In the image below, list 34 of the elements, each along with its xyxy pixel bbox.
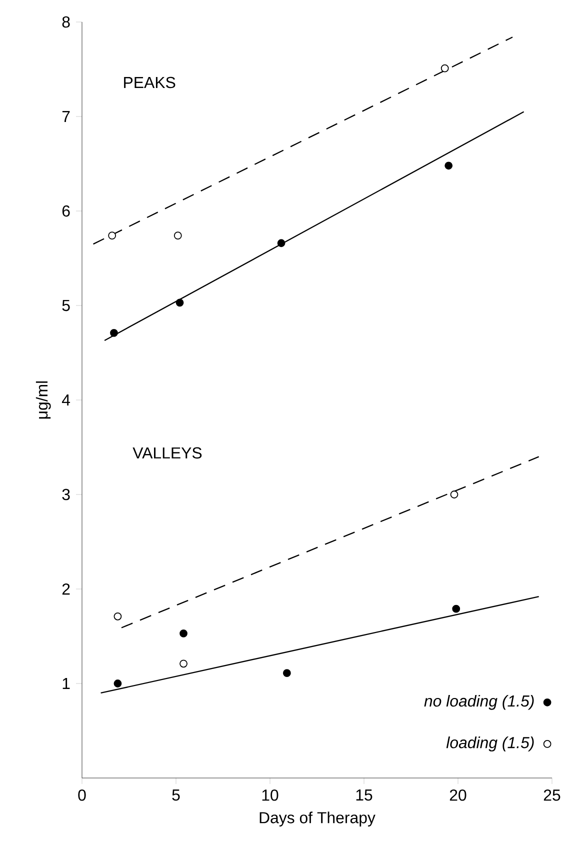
y-tick-label: 8 — [62, 16, 70, 28]
point — [179, 660, 188, 668]
point — [440, 64, 449, 72]
point — [452, 604, 460, 613]
x-tick-label: 0 — [78, 790, 86, 801]
point — [179, 629, 188, 638]
y-tick-label: 1 — [62, 678, 70, 689]
legend-label: no loading (1.5) — [424, 694, 534, 710]
y-tick-label: 6 — [62, 205, 70, 217]
x-tick-label: 15 — [356, 790, 372, 801]
point — [277, 239, 286, 248]
point — [114, 612, 122, 620]
point — [450, 490, 458, 498]
point — [114, 680, 122, 688]
point — [108, 232, 116, 240]
point — [282, 669, 291, 678]
x-axis-title: Days of Therapy — [260, 812, 376, 826]
point — [444, 162, 452, 170]
legend-label: loading (1.5) — [446, 736, 534, 752]
y-tick-label: 4 — [62, 394, 70, 406]
y-tick-label: 3 — [62, 488, 70, 500]
x-tick-label: 20 — [450, 790, 466, 801]
x-tick-label: 10 — [262, 790, 278, 801]
point — [174, 232, 182, 240]
annotation: PEAKS — [124, 76, 176, 88]
x-tick-label: 5 — [172, 790, 180, 801]
point — [176, 298, 184, 307]
y-tick-label: 5 — [62, 300, 70, 312]
annotation: VALLEYS — [132, 447, 202, 459]
point — [110, 328, 118, 337]
y-tick-label: 2 — [62, 583, 70, 595]
x-tick-label: 25 — [544, 790, 560, 801]
y-axis-title: μg/ml — [36, 381, 51, 419]
y-tick-label: 7 — [62, 111, 70, 122]
